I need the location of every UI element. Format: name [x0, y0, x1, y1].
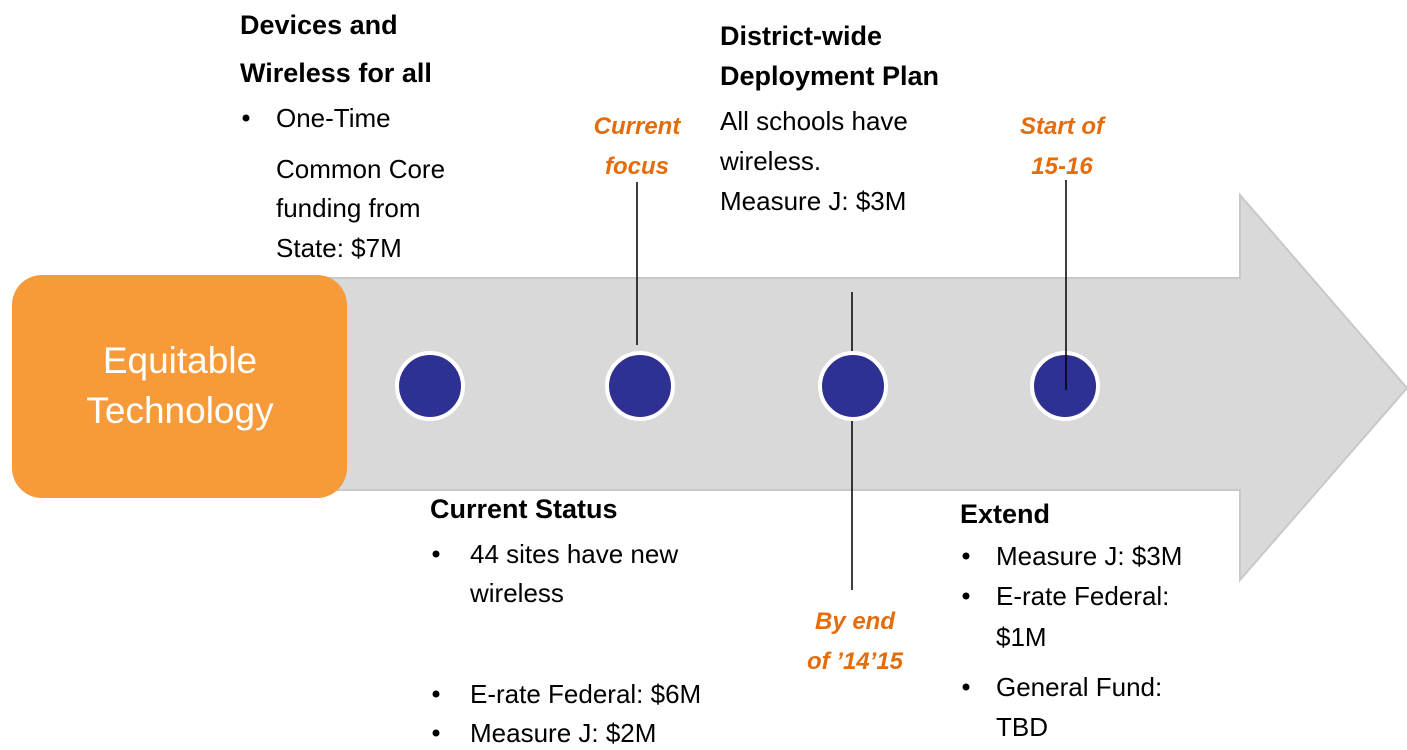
bullet-dot	[962, 592, 970, 600]
stage-heading: District-wide	[720, 21, 882, 51]
bullet-text: One-Time	[276, 103, 391, 133]
stage-heading: Deployment Plan	[720, 61, 939, 91]
center-box	[12, 275, 347, 498]
milestones	[395, 351, 1100, 421]
stage-heading: Wireless for all	[240, 58, 432, 88]
bullet-text: $1M	[996, 622, 1047, 652]
bullet-text: Measure J: $3M	[996, 541, 1182, 571]
stage-heading: Devices and	[240, 10, 398, 40]
milestone-dot	[818, 351, 888, 421]
center-label: Technology	[86, 390, 274, 431]
bullet-dot	[962, 683, 970, 691]
callout-label: 15-16	[1031, 153, 1093, 180]
bullet-text: General Fund:	[996, 672, 1162, 702]
stage-text: Measure J: $3M	[720, 186, 906, 216]
milestone-dot	[1030, 351, 1100, 421]
bullet-dot	[242, 114, 250, 122]
center-label: Equitable	[103, 340, 257, 381]
bullet-text: E-rate Federal: $6M	[470, 679, 701, 709]
bullet-dot	[432, 729, 440, 737]
bullet-text: Measure J: $2M	[470, 718, 656, 748]
callout-label: of ’14’15	[807, 648, 904, 675]
bullet-dot	[432, 690, 440, 698]
stage-text: wireless.	[719, 146, 821, 176]
bullet-text: TBD	[996, 712, 1048, 742]
bullet-text: State: $7M	[276, 233, 402, 263]
bullet-text: wireless	[469, 578, 564, 608]
callout-label: Current	[594, 113, 682, 140]
callout-label: focus	[605, 153, 669, 180]
bullet-text: funding from	[276, 193, 421, 223]
bullet-text: E-rate Federal:	[996, 581, 1169, 611]
stage-heading: Current Status	[430, 494, 618, 524]
milestone-dot	[605, 351, 675, 421]
milestone-dot	[395, 351, 465, 421]
bullet-text: Common Core	[276, 154, 445, 184]
callout-label: By end	[815, 608, 896, 635]
stage-heading: Extend	[960, 499, 1050, 529]
bullet-dot	[962, 552, 970, 560]
bullet-dot	[432, 550, 440, 558]
stage-text: All schools have	[720, 106, 908, 136]
callout-label: Start of	[1020, 113, 1106, 140]
bullet-text: 44 sites have new	[470, 539, 678, 569]
